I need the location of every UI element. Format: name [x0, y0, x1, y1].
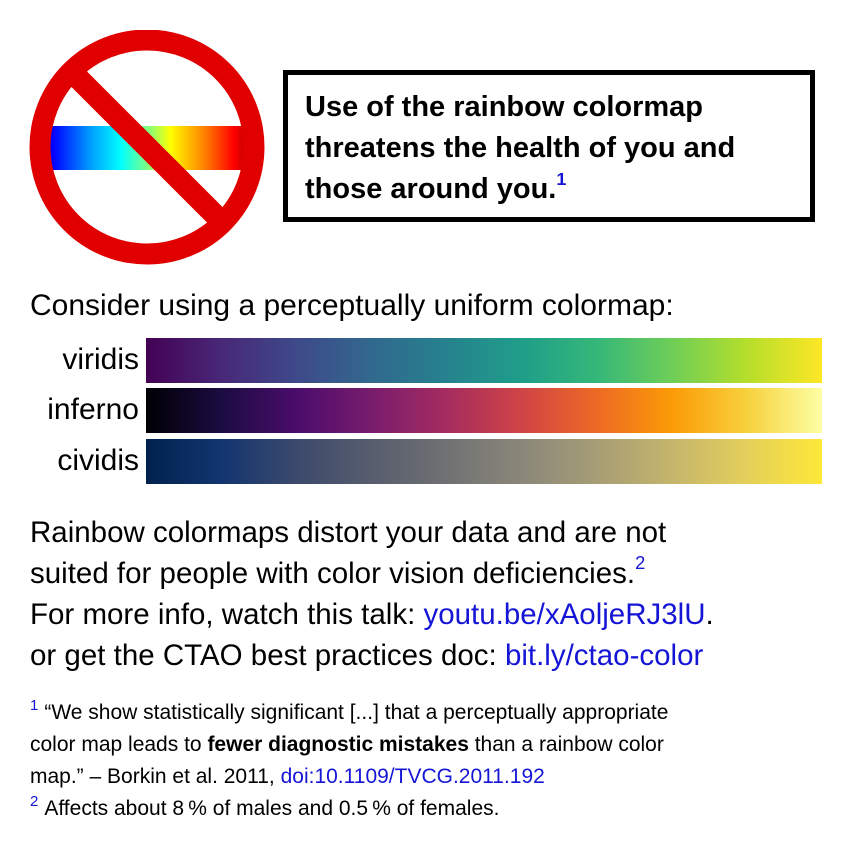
- colormap-label: inferno: [47, 393, 139, 426]
- body-line-3: For more info, watch this talk: youtu.be…: [30, 594, 830, 635]
- footnote-2-text: Affects about 8 % of males and 0.5 % of …: [44, 797, 500, 820]
- colormap-label: cividis: [57, 444, 139, 477]
- warning-box: Use of the rainbow colormap threatens th…: [283, 70, 815, 222]
- body-paragraph: Rainbow colormaps distort your data and …: [30, 512, 830, 676]
- colormap-row-inferno: inferno: [0, 387, 851, 435]
- colormap-label: viridis: [62, 343, 139, 376]
- footnote-2-line: 2 Affects about 8 % of males and 0.5 % of…: [30, 793, 830, 825]
- body-line-4-text: or get the CTAO best practices doc:: [30, 639, 497, 672]
- body-line-3-suffix: .: [705, 598, 714, 631]
- viridis-colorbar: [146, 338, 822, 383]
- colormap-row-viridis: viridis: [0, 337, 851, 385]
- footnote-2-mark: 2: [30, 792, 39, 810]
- colormap-row-cividis: cividis: [0, 438, 851, 486]
- warning-line-2: threatens the health of you and: [305, 132, 736, 164]
- footnote-1-line-2: color map leads to fewer diagnostic mist…: [30, 729, 830, 761]
- consider-heading: Consider using a perceptually uniform co…: [30, 289, 674, 322]
- footnote-1-text-1: “We show statistically significant [...]…: [44, 701, 669, 724]
- footnote-1-text-3: map.” – Borkin et al. 2011,: [30, 765, 275, 788]
- warning-line-1: Use of the rainbow colormap: [305, 91, 703, 123]
- footnote-1-line-1: 1 “We show statistically significant [...…: [30, 697, 830, 729]
- body-line-4: or get the CTAO best practices doc: bit.…: [30, 635, 830, 676]
- footnote-1-emphasis: fewer diagnostic mistakes: [207, 733, 469, 756]
- body-line-3-text: For more info, watch this talk:: [30, 598, 416, 631]
- body-line-1: Rainbow colormaps distort your data and …: [30, 516, 667, 549]
- footnote-ref-2[interactable]: 2: [635, 552, 646, 574]
- footnote-1-line-3: map.” – Borkin et al. 2011, doi:10.1109/…: [30, 761, 830, 793]
- footnote-1-text-2b: than a rainbow color: [474, 733, 664, 756]
- warning-line-3: those around you.: [305, 173, 557, 205]
- inferno-colorbar: [146, 388, 822, 433]
- warning-text: Use of the rainbow colormap threatens th…: [305, 87, 805, 210]
- body-line-2: suited for people with color vision defi…: [30, 553, 830, 594]
- footnote-1-mark: 1: [30, 696, 39, 714]
- footnote-1-text-2a: color map leads to: [30, 733, 202, 756]
- footnotes: 1 “We show statistically significant [...…: [30, 697, 830, 825]
- footnote-ref-1[interactable]: 1: [556, 168, 567, 189]
- no-rainbow-prohibition-icon: [29, 30, 265, 265]
- body-line-2-text: suited for people with color vision defi…: [30, 557, 636, 590]
- ctao-doc-link[interactable]: bit.ly/ctao-color: [504, 639, 704, 672]
- doi-link[interactable]: doi:10.1109/TVCG.2011.192: [280, 765, 545, 788]
- youtube-talk-link[interactable]: youtu.be/xAoljeRJ3lU: [423, 598, 706, 631]
- cividis-colorbar: [146, 439, 822, 484]
